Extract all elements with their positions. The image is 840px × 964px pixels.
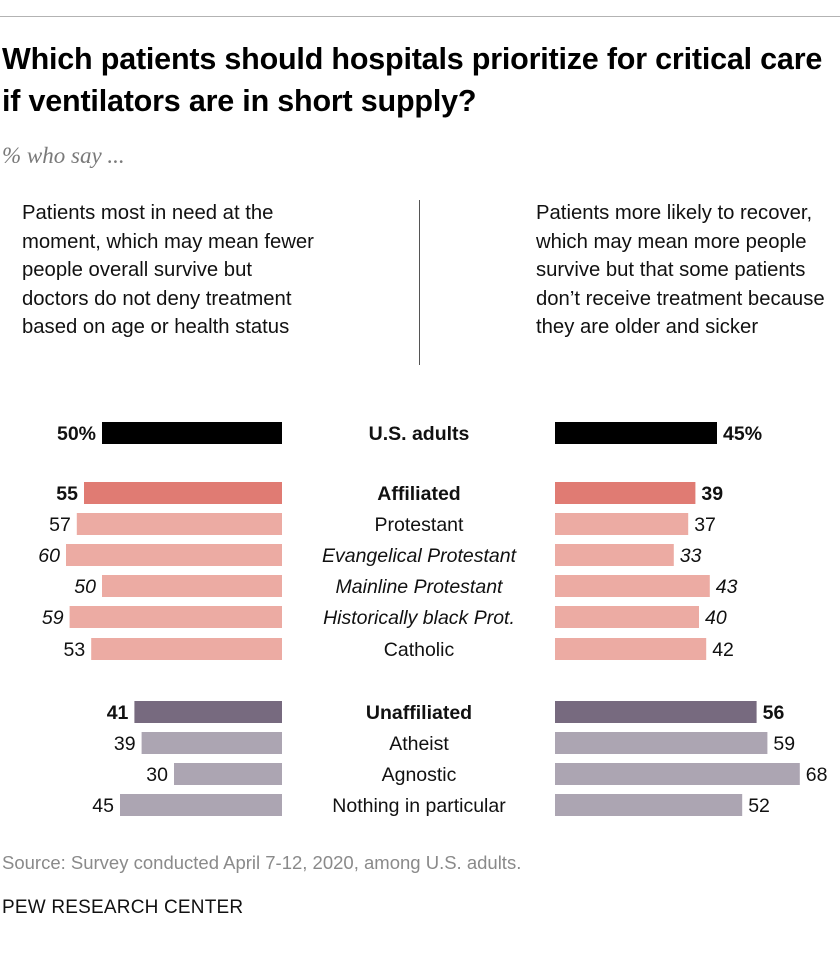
- chart-title: Which patients should hospitals prioriti…: [2, 42, 823, 118]
- bar-left-catholic: [91, 638, 282, 660]
- bar-left-unaffiliated: [134, 701, 282, 723]
- value-label-left-agnostic: 30: [146, 764, 168, 786]
- bar-left-protestant: [76, 513, 282, 535]
- bar-right-u-s-adults: [555, 422, 717, 444]
- category-label-historically-black-prot: Historically black Prot.: [323, 607, 515, 629]
- value-label-right-catholic: 42: [712, 639, 734, 661]
- bar-right-unaffiliated: [555, 701, 757, 723]
- bar-right-protestant: [555, 513, 689, 535]
- bar-left-agnostic: [174, 763, 282, 785]
- category-label-atheist: Atheist: [389, 733, 449, 755]
- bar-left-historically-black-prot: [69, 606, 282, 628]
- value-label-left-mainline-protestant: 50: [74, 576, 96, 598]
- bar-right-catholic: [555, 638, 707, 660]
- value-label-right-agnostic: 68: [806, 764, 828, 786]
- diverging-bar-chart: 50% 45% U.S. adults 55 39 Affiliated 57 37 Prote…: [38, 422, 828, 817]
- category-label-agnostic: Agnostic: [382, 764, 457, 786]
- bar-left-evangelical-protestant: [66, 544, 282, 566]
- bar-right-mainline-protestant: [555, 575, 710, 597]
- category-label-unaffiliated: Unaffiliated: [366, 702, 472, 724]
- category-label-nothing-in-particular: Nothing in particular: [332, 795, 506, 817]
- value-label-right-mainline-protestant: 43: [716, 576, 738, 598]
- bar-right-atheist: [555, 732, 768, 754]
- value-label-left-evangelical-protestant: 60: [38, 545, 60, 567]
- bar-left-u-s-adults: [102, 422, 282, 444]
- bar-left-affiliated: [84, 482, 282, 504]
- chart-subtitle: % who say ...: [2, 143, 125, 168]
- column-divider: [419, 200, 420, 365]
- bar-left-mainline-protestant: [102, 575, 282, 597]
- bar-left-nothing-in-particular: [120, 794, 282, 816]
- value-label-right-affiliated: 39: [701, 483, 723, 505]
- category-label-catholic: Catholic: [384, 639, 455, 661]
- value-label-right-evangelical-protestant: 33: [680, 545, 702, 567]
- value-label-right-protestant: 37: [694, 514, 716, 536]
- bar-left-atheist: [141, 732, 282, 754]
- left-series-description: Patients most in need at the moment, whi…: [22, 202, 314, 338]
- value-label-left-u-s-adults: 50%: [57, 423, 96, 445]
- bar-right-affiliated: [555, 482, 696, 504]
- bar-right-evangelical-protestant: [555, 544, 674, 566]
- category-label-u-s-adults: U.S. adults: [369, 423, 470, 445]
- value-label-left-atheist: 39: [114, 733, 136, 755]
- value-label-left-nothing-in-particular: 45: [92, 795, 114, 817]
- value-label-right-u-s-adults: 45%: [723, 423, 762, 445]
- value-label-right-atheist: 59: [773, 733, 795, 755]
- source-note: Source: Survey conducted April 7-12, 202…: [2, 852, 522, 873]
- value-label-right-unaffiliated: 56: [763, 702, 785, 724]
- category-label-affiliated: Affiliated: [377, 483, 460, 505]
- bar-right-nothing-in-particular: [555, 794, 743, 816]
- value-label-left-unaffiliated: 41: [107, 702, 129, 724]
- value-label-right-nothing-in-particular: 52: [748, 795, 770, 817]
- bar-right-historically-black-prot: [555, 606, 699, 628]
- value-label-left-historically-black-prot: 59: [42, 607, 64, 629]
- value-label-left-affiliated: 55: [56, 483, 78, 505]
- bar-right-agnostic: [555, 763, 800, 785]
- category-label-protestant: Protestant: [375, 514, 464, 536]
- right-series-description: Patients more likely to recover, which m…: [536, 202, 825, 338]
- value-label-left-catholic: 53: [63, 639, 85, 661]
- value-label-left-protestant: 57: [49, 514, 71, 536]
- top-rule: [0, 16, 840, 17]
- value-label-right-historically-black-prot: 40: [705, 607, 727, 629]
- brand-label: PEW RESEARCH CENTER: [2, 897, 244, 918]
- category-label-evangelical-protestant: Evangelical Protestant: [322, 545, 518, 567]
- category-label-mainline-protestant: Mainline Protestant: [336, 576, 505, 598]
